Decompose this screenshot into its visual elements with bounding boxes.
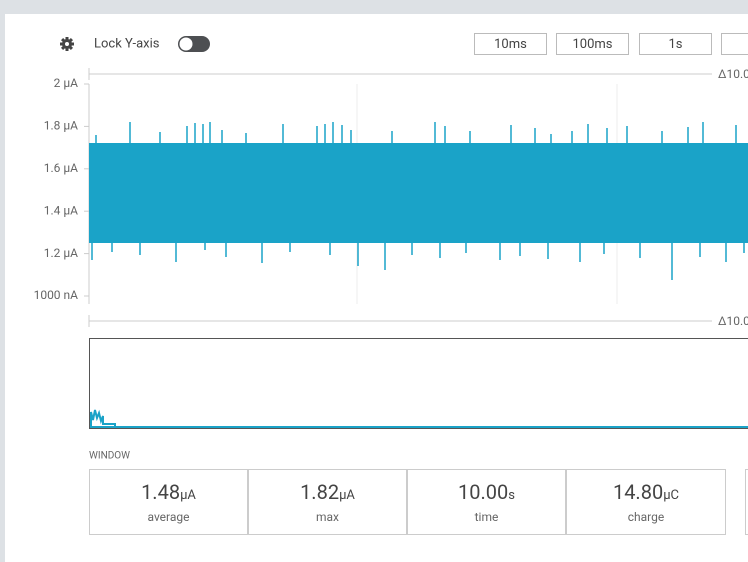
- window-title: WINDOW: [89, 451, 130, 462]
- signal-spikes: [91, 122, 745, 280]
- stat-label: average: [147, 510, 190, 524]
- minimap-signal: [90, 409, 748, 428]
- stat-cell: 14.80µC charge: [566, 469, 726, 535]
- stat-cell: [745, 469, 748, 535]
- stat-value: 10.00: [458, 480, 509, 504]
- stat-label: charge: [627, 510, 665, 524]
- toggle-knob: [179, 37, 193, 51]
- stat-unit: µA: [339, 488, 355, 503]
- y-tick-label: 1.4 µA: [44, 203, 78, 217]
- y-tick-label: 1.8 µA: [44, 119, 78, 133]
- stat-cell: 10.00s time: [407, 469, 566, 535]
- lock-label: Lock Y-axis: [94, 36, 160, 51]
- zoom-button[interactable]: 10ms: [474, 33, 547, 55]
- zoom-button[interactable]: 1s: [639, 33, 712, 55]
- button[interactable]: [721, 33, 748, 55]
- stat-value-row: 1.82µA: [249, 480, 406, 504]
- stat-cell: 1.48µA average: [89, 469, 248, 535]
- zoom-button[interactable]: 100ms: [556, 33, 629, 55]
- stat-value: 14.80: [612, 480, 664, 504]
- stat-label: time: [474, 510, 499, 524]
- stat-unit: µA: [180, 488, 196, 503]
- y-tick-label: 1000 nA: [34, 288, 79, 302]
- stat-label: max: [315, 510, 339, 524]
- stat-value-row: 14.80µC: [567, 480, 725, 504]
- gear-icon[interactable]: [60, 37, 74, 51]
- stat-value: 1.82: [300, 480, 340, 504]
- stat-cell: 1.82µA max: [248, 469, 407, 535]
- y-tick-label: 1.6 µA: [44, 161, 78, 175]
- y-tick-label: 1.2 µA: [44, 246, 78, 260]
- delta-label: Δ10.0: [718, 314, 748, 328]
- stat-value: 1.48: [141, 480, 181, 504]
- minimap[interactable]: [89, 338, 748, 429]
- stat-unit: s: [508, 488, 515, 503]
- y-tick-label: 2 µA: [54, 76, 79, 90]
- stat-value-row: 10.00s: [408, 480, 565, 504]
- stat-unit: µC: [663, 488, 680, 503]
- signal-band: [89, 143, 748, 243]
- stat-value-row: 1.48µA: [90, 480, 247, 504]
- delta-label: Δ10.0: [718, 67, 748, 81]
